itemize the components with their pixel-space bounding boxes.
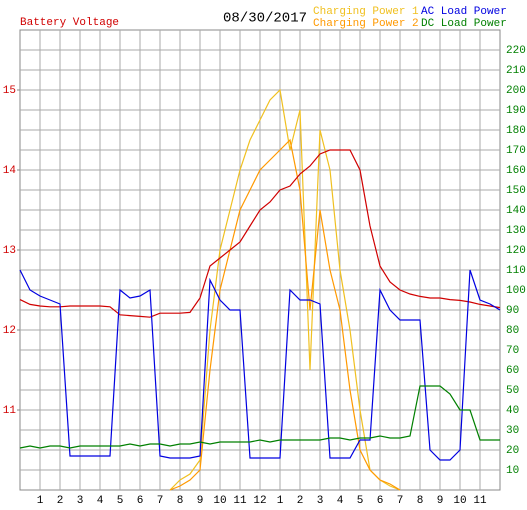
legend-entry: Charging Power 1 [313,6,419,18]
y2-tick-label: 130 [506,225,526,237]
series-line [19,269,501,461]
y2-tick-label: 20 [506,445,519,457]
y-tick-label: 12 [3,325,16,337]
y2-tick-label: 210 [506,65,526,77]
y2-tick-label: 140 [506,205,526,217]
date-label: 08/30/2017 [223,11,307,27]
x-tick-label: 4 [97,495,104,507]
x-tick-label: 10 [453,495,466,507]
x-tick-label: 2 [297,495,304,507]
y2-tick-label: 190 [506,105,526,117]
y2-tick-label: 100 [506,285,526,297]
y2-tick-label: 110 [506,265,526,277]
x-tick-label: 1 [277,495,284,507]
y2-tick-label: 70 [506,345,519,357]
x-tick-label: 8 [177,495,184,507]
y2-tick-label: 90 [506,305,519,317]
x-tick-label: 5 [357,495,364,507]
y2-tick-label: 10 [506,465,519,477]
y2-tick-label: 120 [506,245,526,257]
x-tick-label: 6 [137,495,144,507]
series-line [19,149,501,318]
x-tick-label: 8 [417,495,424,507]
x-tick-label: 1 [37,495,44,507]
x-tick-label: 3 [77,495,84,507]
y2-tick-label: 170 [506,145,526,157]
x-tick-label: 4 [337,495,344,507]
legend-entry: Charging Power 2 [313,18,419,30]
legend-entry: DC Load Power [421,18,507,30]
y2-tick-label: 200 [506,85,526,97]
chart-title: Battery Voltage [20,17,119,29]
x-tick-label: 9 [197,495,204,507]
x-tick-label: 3 [317,495,324,507]
y2-tick-label: 80 [506,325,519,337]
y-tick-label: 11 [3,405,17,417]
y2-tick-label: 160 [506,165,526,177]
series-line [19,385,500,449]
x-tick-label: 9 [437,495,444,507]
x-tick-label: 5 [117,495,124,507]
x-tick-label: 12 [253,495,266,507]
y-tick-label: 15 [3,85,16,97]
x-tick-label: 6 [377,495,384,507]
series-line [169,138,401,491]
y2-tick-label: 220 [506,45,526,57]
y-tick-label: 13 [3,245,16,257]
x-tick-label: 11 [233,495,247,507]
x-tick-label: 7 [157,495,164,507]
y-tick-label: 14 [3,165,17,177]
y2-tick-label: 60 [506,365,519,377]
series-line [169,88,401,491]
x-tick-label: 11 [473,495,487,507]
x-tick-label: 7 [397,495,404,507]
y2-tick-label: 40 [506,405,519,417]
x-tick-label: 2 [57,495,64,507]
y2-tick-label: 30 [506,425,519,437]
y2-tick-label: 50 [506,385,519,397]
y2-tick-label: 180 [506,125,526,137]
x-tick-label: 10 [213,495,226,507]
y2-tick-label: 150 [506,185,526,197]
legend-entry: AC Load Power [421,6,507,18]
